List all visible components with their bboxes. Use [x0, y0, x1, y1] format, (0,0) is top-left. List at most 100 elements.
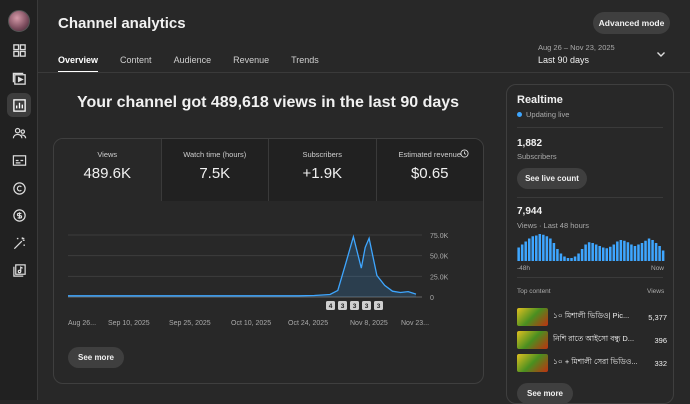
advanced-mode-button[interactable]: Advanced mode: [593, 12, 670, 34]
date-range-selector[interactable]: Aug 26 – Nov 23, 2025 Last 90 days: [538, 43, 615, 65]
realtime-bar: [651, 240, 654, 261]
video-marker-count: 3: [341, 303, 345, 310]
realtime-bar: [580, 249, 584, 261]
video-thumbnail: [517, 331, 548, 349]
metric-estimated-revenue[interactable]: Estimated revenue $0.65: [376, 139, 483, 201]
realtime-views-bar-chart[interactable]: [517, 233, 665, 261]
page-title: Channel analytics: [58, 15, 186, 32]
top-content-label: Top content: [517, 288, 551, 295]
video-title: ১০ + মিশালী সেরা ভিডিও...: [553, 357, 638, 366]
customization-icon[interactable]: [7, 231, 31, 255]
tab-content[interactable]: Content: [120, 55, 152, 65]
tab-trends[interactable]: Trends: [291, 55, 319, 65]
tab-revenue[interactable]: Revenue: [233, 55, 270, 65]
divider: [517, 277, 663, 278]
realtime-bar: [591, 243, 594, 261]
metric-value: $0.65: [410, 165, 449, 182]
metric-label: Estimated revenue: [398, 150, 462, 159]
realtime-bar: [520, 244, 524, 261]
views-area-chart[interactable]: 75.0K 50.0K 25.0K 0 4 3 3 3 3 Aug 26... Sep 10, 20…: [54, 201, 484, 331]
realtime-bar: [559, 253, 563, 261]
tab-divider: [38, 72, 690, 73]
updating-live-label: Updating live: [526, 110, 570, 119]
realtime-bar: [577, 253, 580, 261]
see-more-button[interactable]: See more: [68, 347, 124, 368]
y-tick-label: 25.0K: [430, 274, 449, 281]
axis-start-label: -48h: [517, 265, 531, 272]
realtime-bar: [633, 246, 637, 261]
tab-audience[interactable]: Audience: [173, 55, 212, 65]
audio-library-icon[interactable]: [7, 258, 31, 282]
live-dot-icon: [517, 112, 522, 117]
channel-avatar[interactable]: [8, 10, 30, 32]
metric-watch-time[interactable]: Watch time (hours) 7.5K: [161, 139, 269, 201]
subtitles-icon[interactable]: [7, 148, 31, 172]
updating-live-status: Updating live: [517, 110, 569, 119]
video-marker: [326, 301, 335, 310]
video-marker: [350, 301, 359, 310]
video-thumbnail: [517, 308, 548, 326]
realtime-bar: [640, 243, 644, 261]
realtime-bar: [584, 244, 587, 261]
tab-overview[interactable]: Overview: [58, 50, 99, 73]
left-nav-rail: [0, 0, 38, 400]
overview-chart-card: Views 489.6K Watch time (hours) 7.5K Sub…: [53, 138, 484, 384]
video-thumbnail: [517, 354, 548, 372]
views-column-label: Views: [647, 288, 665, 295]
metric-label: Watch time (hours): [183, 150, 247, 159]
video-marker-count: 3: [353, 303, 357, 310]
series-area: [68, 236, 416, 297]
y-tick-label: 0: [430, 295, 434, 302]
community-icon[interactable]: [7, 121, 31, 145]
see-live-count-button[interactable]: See live count: [517, 168, 587, 189]
realtime-bar: [542, 234, 545, 261]
top-content-row[interactable]: নিশি রাতে আইসো বন্ধু D... 396: [517, 331, 667, 349]
x-tick-label: Oct 24, 2025: [288, 320, 328, 327]
realtime-bar: [517, 247, 520, 261]
copyright-icon[interactable]: [7, 176, 31, 200]
realtime-bar: [609, 246, 612, 261]
x-tick-label: Aug 26...: [68, 320, 96, 327]
realtime-bar: [535, 235, 538, 261]
divider: [517, 127, 663, 128]
realtime-panel: Realtime Updating live 1,882 Subscribers…: [506, 84, 674, 404]
realtime-bar: [644, 240, 647, 261]
video-marker-count: 3: [365, 303, 369, 310]
analytics-icon[interactable]: [7, 93, 31, 117]
metric-views[interactable]: Views 489.6K: [54, 139, 162, 201]
realtime-bar: [524, 241, 527, 261]
y-tick-label: 75.0K: [430, 233, 449, 240]
realtime-bar: [658, 246, 661, 261]
realtime-title: Realtime: [517, 94, 563, 106]
metric-value: 489.6K: [83, 165, 132, 182]
metric-value: +1.9K: [302, 165, 343, 182]
earn-icon[interactable]: [7, 203, 31, 227]
realtime-bar: [552, 243, 556, 261]
dashboard-icon[interactable]: [7, 38, 31, 62]
x-tick-label: Oct 10, 2025: [231, 320, 271, 327]
metric-subscribers[interactable]: Subscribers +1.9K: [269, 139, 377, 201]
metric-label: Subscribers: [302, 150, 343, 159]
top-content-row[interactable]: ১০ + মিশালী সেরা ভিডিও... 332: [517, 354, 667, 372]
realtime-bar: [637, 244, 640, 261]
chevron-down-icon[interactable]: [655, 48, 667, 60]
realtime-see-more-button[interactable]: See more: [517, 383, 573, 404]
views-headline: Your channel got 489,618 views in the la…: [76, 94, 460, 111]
realtime-bar: [612, 244, 616, 261]
realtime-bar: [647, 238, 651, 261]
y-tick-label: 50.0K: [430, 254, 449, 261]
top-content-row[interactable]: ১০ মিশালী ভিডিও| Pic... 5,377: [517, 308, 667, 326]
x-tick-label: Sep 25, 2025: [169, 320, 211, 327]
realtime-subscribers-label: Subscribers: [517, 152, 557, 161]
video-marker-count: 4: [329, 303, 333, 310]
realtime-bar: [556, 249, 559, 261]
video-views: 332: [654, 358, 667, 368]
realtime-bar: [527, 238, 531, 261]
content-icon[interactable]: [7, 66, 31, 90]
realtime-views-label: Views · Last 48 hours: [517, 221, 589, 230]
realtime-subscribers-value: 1,882: [517, 138, 543, 149]
video-views: 5,377: [648, 312, 667, 322]
realtime-bar: [623, 240, 626, 261]
realtime-bar: [661, 250, 665, 261]
realtime-bar: [594, 244, 598, 261]
